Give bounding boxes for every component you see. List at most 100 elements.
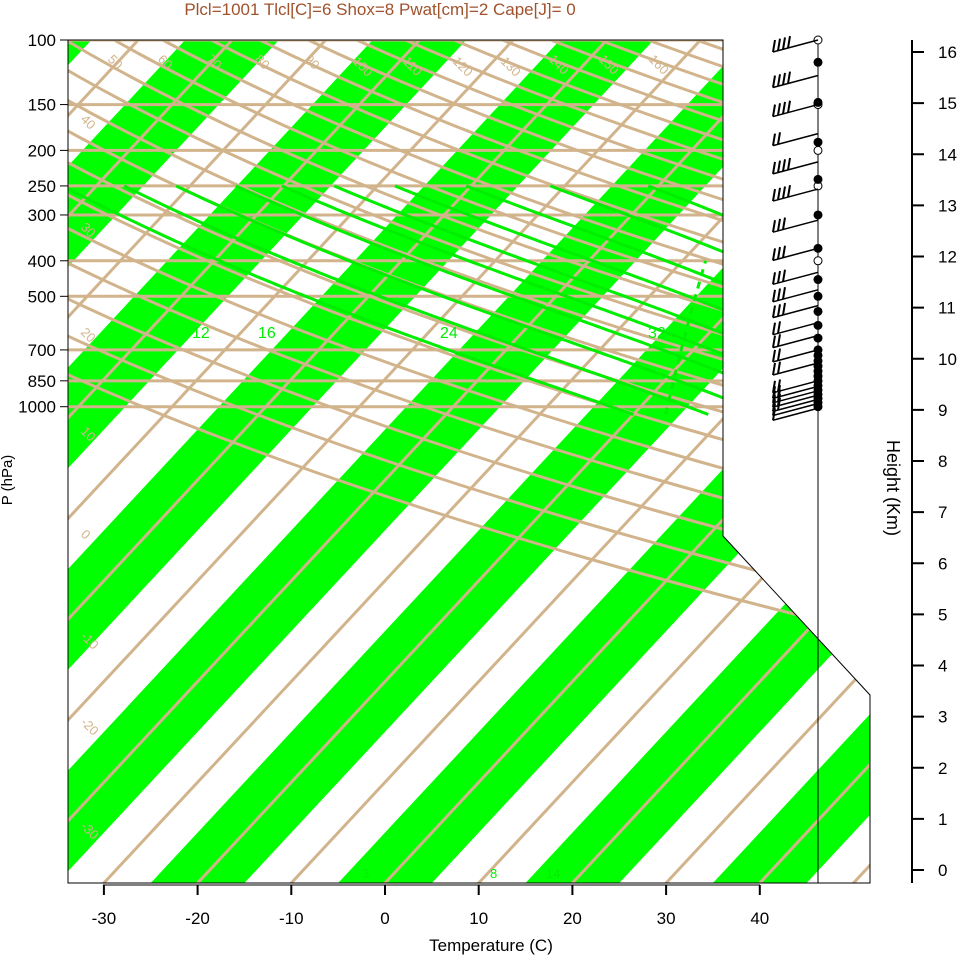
wind-barb [772, 321, 819, 336]
height-tick-label: 13 [938, 196, 957, 215]
y-axis-label: P (hPa) [0, 455, 16, 506]
wind-barb-flag [772, 104, 776, 117]
moist-adiabat [68, 184, 634, 416]
wind-barb-flag [772, 133, 776, 146]
wind-barb-flag [772, 335, 776, 348]
wind-barb-flag [777, 132, 781, 145]
x-tick-label: 10 [469, 909, 488, 928]
dry-adiabat [68, 40, 870, 883]
wind-barb-flag [772, 305, 776, 318]
dry-adiabat-label: 50 [105, 52, 126, 73]
dry-adiabat [68, 40, 870, 883]
wind-barb-flag [777, 304, 781, 317]
isotherm-line [68, 40, 814, 883]
wind-barb [772, 379, 819, 394]
isotherm-line [68, 40, 346, 883]
height-tick-label: 6 [938, 554, 947, 573]
wind-barb-flag [777, 218, 781, 232]
dry-adiabats [68, 40, 870, 883]
isotherm-line [269, 40, 870, 883]
wind-barb-flag [782, 287, 786, 300]
mixing-ratio-label: 8 [490, 866, 497, 881]
moist-adiabat [123, 184, 709, 416]
wind-barb-flag [772, 188, 776, 202]
y-tick-label: 200 [28, 141, 56, 160]
dry-adiabat [334, 40, 870, 883]
dry-adiabat [68, 40, 870, 883]
wind-barb-shaft [772, 247, 819, 262]
dry-adiabat [68, 40, 870, 883]
wind-barb-shaft [772, 219, 819, 233]
wind-barb-flag [787, 100, 791, 113]
wind-barb-flag [772, 272, 776, 285]
height-marker [813, 57, 823, 67]
x-tick-label: 20 [563, 909, 582, 928]
dry-adiabat-label: 130 [498, 54, 524, 80]
wind-barb-flag [772, 75, 776, 88]
y-tick-label: 300 [28, 206, 56, 225]
height-tick-label: 14 [938, 145, 957, 164]
wind-barb-flag [782, 159, 786, 172]
wind-barb-flag [782, 269, 786, 282]
wind-barb-flag [772, 322, 776, 335]
mixing-ratio-line [926, 261, 940, 415]
wind-barb [772, 245, 819, 262]
wind-barb-flag [787, 35, 791, 49]
isotherm-band [692, 40, 870, 883]
wind-barb-flag [777, 288, 781, 301]
dry-adiabat-label: 120 [450, 54, 476, 80]
x-tick-label: 30 [657, 909, 676, 928]
wind-barb [772, 361, 819, 376]
moist-adiabat-label: 12 [192, 325, 210, 342]
wind-barb [772, 100, 819, 118]
y-tick-label: 100 [28, 31, 56, 50]
isotherm-band [68, 40, 485, 883]
wind-barb-flag [772, 220, 776, 233]
wind-barb [772, 269, 819, 286]
wind-barb-shaft [772, 74, 819, 89]
wind-barb-flag [772, 362, 776, 376]
wind-barb-flag [777, 160, 781, 173]
wind-barb-flag [772, 380, 776, 393]
moist-adiabat [755, 184, 870, 416]
wind-barb [772, 132, 819, 147]
dry-adiabat-edge-label: 0 [727, 458, 748, 479]
x-tick-label: -30 [92, 909, 117, 928]
wind-barb [772, 71, 819, 89]
wind-barb-shaft [772, 394, 819, 408]
x-tick-label: 40 [750, 909, 769, 928]
wind-barb-shaft [772, 132, 819, 147]
wind-barb-flag [772, 161, 776, 175]
height-tick-label: 0 [938, 861, 947, 880]
dry-adiabat-edge-label: 10 [747, 531, 775, 559]
y-tick-label: 700 [28, 341, 56, 360]
wind-barb-shaft [772, 362, 819, 376]
wind-barb-flag [777, 187, 781, 200]
wind-barb-shaft [772, 398, 819, 413]
wind-barb-flag [777, 334, 781, 347]
moist-adiabat-label: 24 [440, 325, 458, 342]
isotherm-line [644, 40, 870, 883]
dry-adiabat [239, 40, 870, 883]
mixing-ratio-line [664, 260, 708, 415]
wind-barb [772, 334, 819, 349]
y-tick-label: 150 [28, 96, 56, 115]
wind-barb-flag [782, 101, 786, 115]
isotherm-line [68, 40, 252, 883]
height-tick-label: 12 [938, 248, 957, 267]
x-axis-label: Temperature (C) [429, 936, 553, 955]
moist-adiabat-label: 32 [648, 325, 666, 342]
wind-barb-flag [782, 302, 786, 316]
isotherm-line [68, 40, 533, 883]
x-tick-label: 0 [380, 909, 389, 928]
wind-barb-flag [782, 186, 786, 199]
dry-adiabat [191, 40, 870, 883]
wind-barb-flag [777, 38, 781, 51]
dry-adiabat [68, 40, 870, 883]
dry-adiabat [68, 40, 870, 883]
dry-adiabat [286, 40, 870, 883]
wind-barb-flag [787, 157, 791, 171]
wind-barb-shaft [772, 349, 819, 363]
wind-barb [772, 348, 819, 363]
dry-adiabat-label: -20 [78, 715, 102, 739]
